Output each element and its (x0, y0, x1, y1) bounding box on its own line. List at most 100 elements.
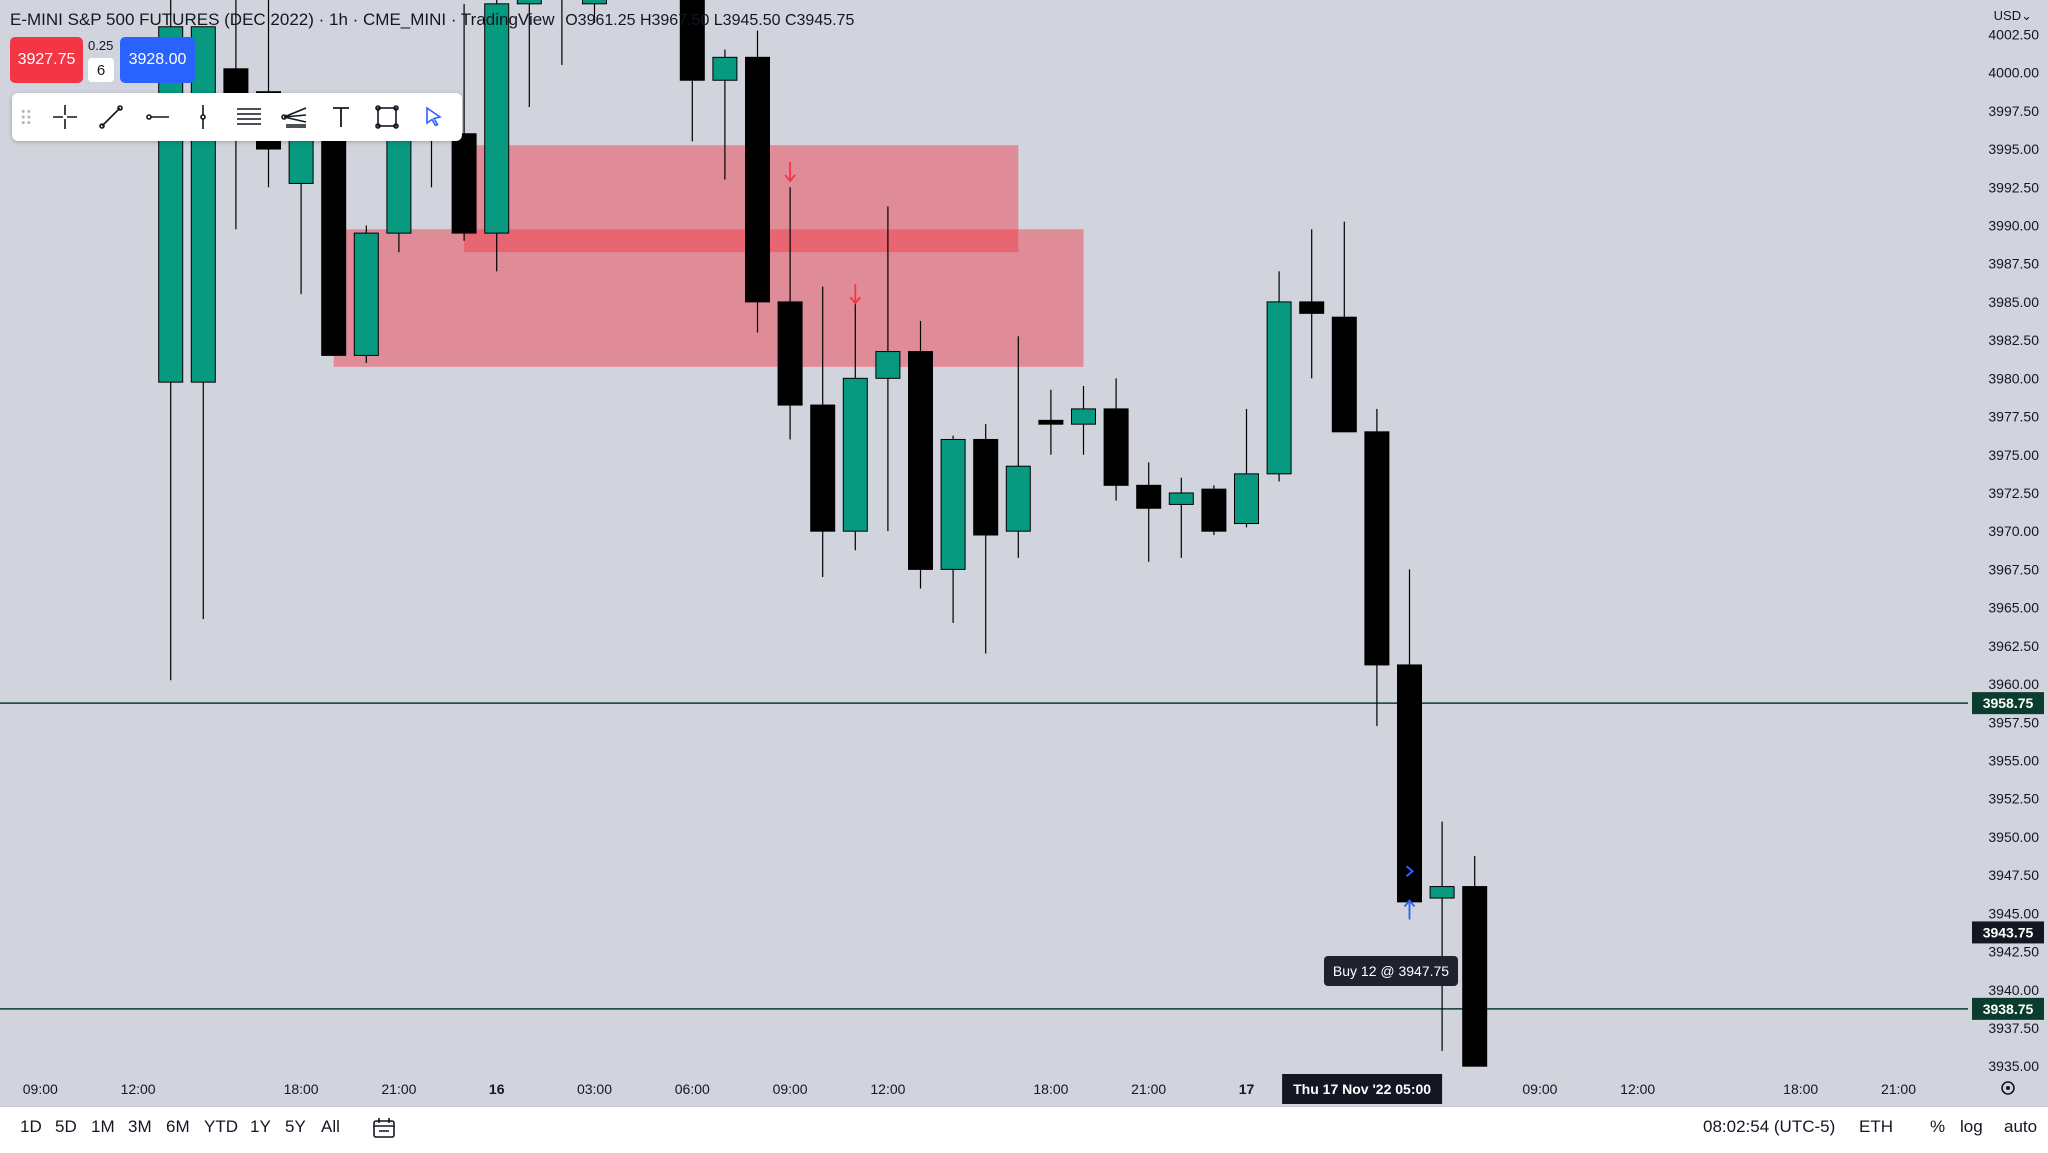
price-line-label: 3938.75 (1983, 1001, 2034, 1017)
y-tick-label: 3992.50 (1988, 179, 2039, 195)
candle-body-28 (1136, 484, 1162, 509)
candle-body-6 (353, 232, 379, 356)
y-tick-label: 3960.00 (1988, 676, 2039, 692)
x-tick-label: 12:00 (1620, 1081, 1655, 1097)
sell-button[interactable]: 3927.75 (10, 37, 83, 83)
x-tick-label: 18:00 (1033, 1081, 1068, 1097)
y-tick-label: 4002.50 (1988, 26, 2039, 42)
supply-zone-0 (464, 145, 1019, 253)
order-tooltip: Buy 12 @ 3947.75 (1324, 956, 1458, 986)
range-3m-button[interactable]: 3M (128, 1117, 152, 1136)
settings-gear-icon[interactable] (2001, 1081, 2015, 1095)
candle-body-37 (1429, 886, 1455, 899)
candle-body-1 (190, 26, 216, 383)
x-tick-label: 12:00 (870, 1081, 905, 1097)
x-tick-label: 21:00 (381, 1081, 416, 1097)
x-tick-label: 16 (489, 1081, 505, 1097)
range-1d-button[interactable]: 1D (20, 1117, 42, 1136)
gear-ring (2001, 1081, 2015, 1095)
y-tick-label: 3985.00 (1988, 294, 2039, 310)
x-tick-label: 12:00 (121, 1081, 156, 1097)
range-6m-button[interactable]: 6M (166, 1117, 190, 1136)
range-5y-button[interactable]: 5Y (285, 1117, 306, 1136)
cursor-icon[interactable] (410, 94, 456, 140)
range-ytd-button[interactable]: YTD (204, 1117, 238, 1136)
candle-body-22 (940, 438, 966, 570)
text-icon[interactable] (318, 94, 364, 140)
sell-arrow-icon (784, 161, 796, 183)
range-1y-button[interactable]: 1Y (250, 1117, 271, 1136)
y-tick-label: 3945.00 (1988, 905, 2039, 921)
horizontal-ray-icon[interactable] (134, 94, 180, 140)
bottom-toolbar: 1D 5D 1M 3M 6M YTD 1Y 5Y All 08:02:54 (U… (0, 1106, 2048, 1153)
y-tick-label: 3942.50 (1988, 944, 2039, 960)
pitchfork-icon[interactable] (272, 94, 318, 140)
y-tick-label: 3997.50 (1988, 103, 2039, 119)
date-range-icon[interactable] (370, 1115, 398, 1148)
x-tick-label: 09:00 (1522, 1081, 1557, 1097)
candle-body-34 (1331, 316, 1357, 433)
candle-body-26 (1071, 408, 1096, 425)
buy-button[interactable]: 3928.00 (120, 37, 195, 83)
price-line-label-bg (1972, 692, 2044, 715)
range-1m-button[interactable]: 1M (91, 1117, 115, 1136)
session-button[interactable]: ETH (1859, 1117, 1893, 1136)
x-tick-label: 21:00 (1131, 1081, 1166, 1097)
supply-zone-1 (333, 229, 1084, 367)
vertical-line-icon[interactable] (180, 94, 226, 140)
candle-body-30 (1201, 488, 1227, 532)
quantity-input[interactable]: 6 (88, 58, 114, 82)
grip-icon[interactable] (12, 94, 42, 140)
y-tick-label: 3975.00 (1988, 447, 2039, 463)
clock-readout[interactable]: 08:02:54 (UTC-5) (1703, 1117, 1836, 1136)
candle-body-33 (1299, 301, 1325, 314)
x-tick-label: 18:00 (284, 1081, 319, 1097)
candle-body-25 (1038, 419, 1064, 425)
fib-retracement-icon[interactable] (226, 94, 272, 140)
y-tick-label: 3970.00 (1988, 523, 2039, 539)
currency-selector[interactable]: USD⌄ (1993, 8, 2032, 23)
price-line-label-bg (1972, 997, 2044, 1020)
range-all-button[interactable]: All (321, 1117, 340, 1136)
candle-body-29 (1168, 492, 1194, 505)
rectangle-icon[interactable] (364, 94, 410, 140)
y-tick-label: 3990.00 (1988, 217, 2039, 233)
crosshair-time-label: Thu 17 Nov '22 05:00 (1293, 1081, 1431, 1097)
range-5d-button[interactable]: 5D (55, 1117, 77, 1136)
price-line-label: 3958.75 (1983, 695, 2034, 711)
y-tick-label: 3980.00 (1988, 370, 2039, 386)
gear-hub (2006, 1086, 2010, 1090)
x-tick-label: 18:00 (1783, 1081, 1818, 1097)
sell-arrow-icon (849, 284, 861, 305)
log-toggle[interactable]: log (1960, 1117, 1983, 1136)
execution-marker-icon (1405, 865, 1415, 878)
candle-body-14 (679, 0, 705, 81)
last-price-label-bg (1972, 921, 2044, 944)
x-tick-label: 21:00 (1881, 1081, 1916, 1097)
x-tick-label: 09:00 (23, 1081, 58, 1097)
candle-body-18 (810, 404, 836, 532)
currency-label: USD (1993, 8, 2022, 23)
y-tick-label: 3982.50 (1988, 332, 2039, 348)
candle-body-24 (1005, 465, 1031, 532)
candle-body-19 (842, 377, 868, 532)
x-tick-label: 03:00 (577, 1081, 612, 1097)
x-tick-label: 06:00 (675, 1081, 710, 1097)
last-price-label: 3943.75 (1983, 924, 2034, 940)
symbol-title: E-MINI S&P 500 FUTURES (DEC 2022) · 1h ·… (10, 10, 555, 29)
y-tick-label: 3947.50 (1988, 867, 2039, 883)
auto-toggle[interactable]: auto (2004, 1117, 2038, 1136)
trend-line-icon[interactable] (88, 94, 134, 140)
y-tick-label: 3935.00 (1988, 1058, 2039, 1074)
candle-body-10 (484, 3, 510, 234)
y-tick-label: 3937.50 (1988, 1020, 2039, 1036)
candle-body-17 (777, 301, 803, 406)
y-tick-label: 3955.00 (1988, 752, 2039, 768)
candle-body-9 (451, 133, 477, 234)
price-chart[interactable]: 4002.50 4000.00 3997.50 3995.00 3992.50 3990.… (0, 0, 2048, 1106)
candle-body-0 (158, 26, 184, 383)
percent-toggle[interactable]: % (1930, 1117, 1946, 1136)
crosshair-icon[interactable] (42, 94, 88, 140)
tick-size: 0.25 (88, 38, 114, 53)
candle-body-31 (1234, 473, 1259, 525)
